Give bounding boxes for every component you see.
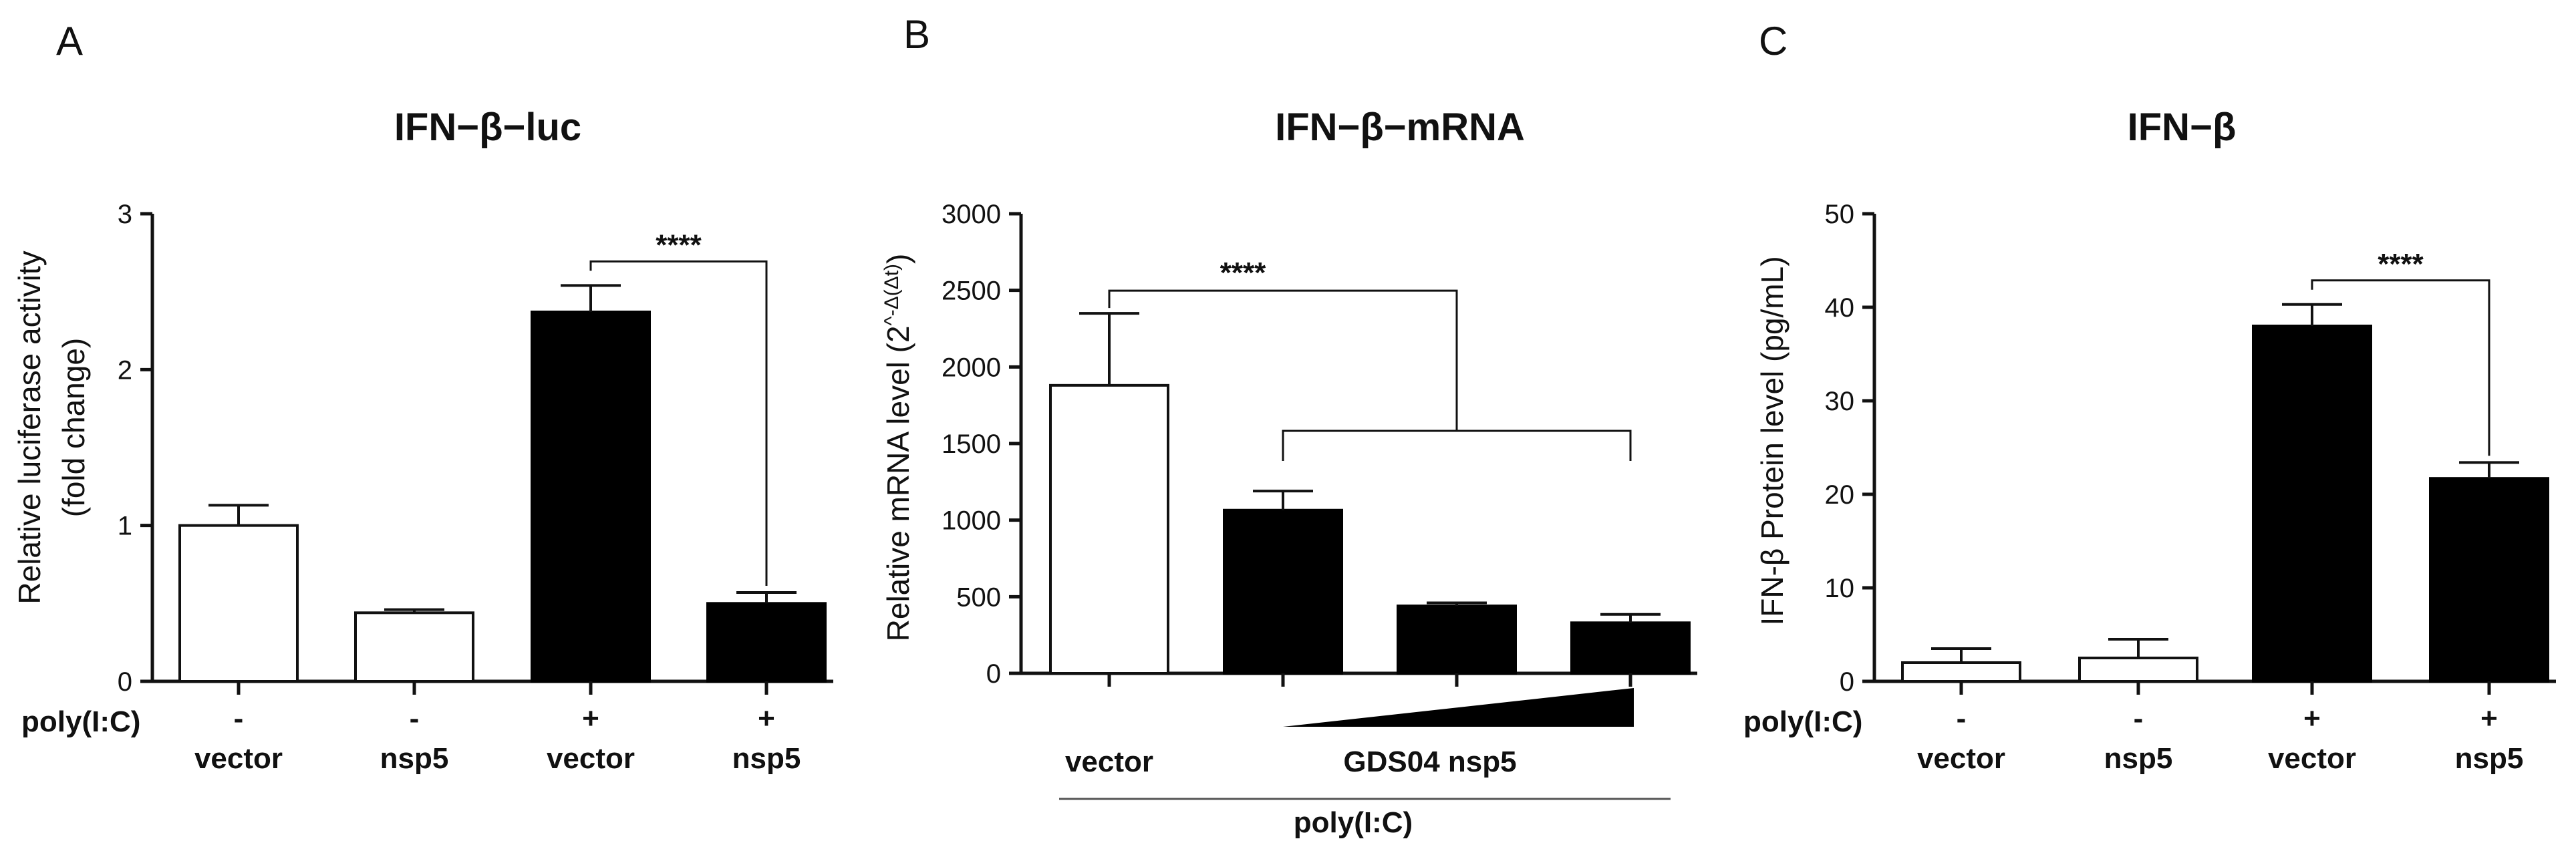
chart-b-label-vector: vector [1065, 745, 1153, 778]
chart-a: 0 1 2 3 poly(I:C) - vector - nsp5 + vector + nsp5 ***… [21, 200, 833, 775]
chart-a-bar [706, 602, 827, 683]
chart-b-ylabel-close: ) [881, 254, 915, 264]
chart-c-y-tick-label: 10 [1825, 574, 1855, 603]
chart-a-title: IFN−β−luc [394, 106, 581, 149]
chart-c-title: IFN−β [2128, 106, 2237, 149]
panel-letter-b: B [903, 12, 930, 57]
chart-a-bar [531, 311, 651, 683]
chart-a-row-label: poly(I:C) [21, 705, 140, 738]
chart-b-y-tick-label: 1500 [942, 430, 1001, 459]
chart-a-bar [354, 611, 474, 683]
chart-c-ylabel: IFN-β Protein level (pg/mL) [1755, 256, 1790, 625]
chart-c-bar [2078, 657, 2198, 683]
chart-c-category-label: vector [1917, 742, 2005, 775]
chart-c-y-tick-label: 50 [1825, 200, 1855, 229]
chart-b-group-bracket [1282, 430, 1632, 461]
chart-a-category-label: nsp5 [380, 742, 449, 775]
chart-b-significance-label: **** [1220, 257, 1266, 289]
chart-b-ylabel-sup: ^-Δ(Δt) [881, 264, 903, 325]
chart-a-category-label: vector [547, 742, 635, 775]
chart-c-row-label: poly(I:C) [1743, 705, 1862, 738]
chart-b-bar [1570, 621, 1691, 675]
chart-c-sign-label: - [1957, 702, 1967, 735]
chart-a-y-tick-label: 0 [118, 667, 132, 697]
chart-c-sign-label: + [2480, 702, 2498, 735]
chart-c-bar [1901, 661, 2021, 683]
chart-a-category-label: nsp5 [732, 742, 801, 775]
chart-b-ylabel: Relative mRNA level (2^-Δ(Δt)) [881, 254, 915, 642]
chart-a-sign-label: + [758, 702, 775, 735]
chart-a-sign-label: - [234, 702, 244, 735]
chart-a-ylabel-line1: Relative luciferase activity [12, 250, 47, 604]
chart-c-y-tick-label: 40 [1825, 293, 1855, 323]
chart-a-ylabel-line2: (fold change) [56, 338, 91, 518]
chart-c-category-label: nsp5 [2455, 742, 2524, 775]
chart-b-significance-bracket [1108, 289, 1458, 431]
chart-b-y-tick-label: 1000 [942, 506, 1001, 536]
chart-b-y-tick-label: 2000 [942, 353, 1001, 382]
panel-letter-a: A [56, 19, 83, 63]
chart-b-label-group: GDS04 nsp5 [1343, 745, 1516, 778]
chart-c-y-tick-label: 30 [1825, 387, 1855, 416]
chart-c-significance-label: **** [2378, 248, 2424, 281]
chart-a-y-tick-label: 1 [118, 512, 132, 541]
chart-a-bar [178, 524, 299, 683]
chart-a-sign-label: + [582, 702, 599, 735]
chart-a-y-tick-label: 2 [118, 355, 132, 385]
chart-a-y-tick-label: 3 [118, 200, 132, 229]
chart-b-title: IFN−β−mRNA [1275, 106, 1525, 149]
chart-c-sign-label: - [2134, 702, 2144, 735]
chart-a-significance-bracket [589, 260, 768, 586]
chart-a-sign-label: - [410, 702, 420, 735]
chart-b: 0 500 1000 1500 2000 2500 3000 **** [942, 200, 1697, 689]
panel-letter-c: C [1759, 19, 1787, 63]
chart-c-significance-bracket [2311, 279, 2490, 456]
chart-b-label-treatment: poly(I:C) [1294, 806, 1413, 839]
chart-c-category-label: vector [2268, 742, 2356, 775]
chart-b-dose-wedge [1283, 688, 1634, 727]
chart-b-bar [1223, 508, 1343, 675]
chart-a-category-label: vector [194, 742, 283, 775]
chart-b-y-tick-label: 2500 [942, 277, 1001, 306]
chart-b-y-tick-label: 500 [956, 582, 1001, 612]
chart-b-y-tick-label: 3000 [942, 200, 1001, 229]
chart-c-y-tick-label: 20 [1825, 480, 1855, 510]
chart-a-significance-label: **** [656, 228, 702, 261]
chart-b-bar [1397, 605, 1517, 675]
chart-c-category-label: nsp5 [2104, 742, 2173, 775]
chart-c-sign-label: + [2303, 702, 2321, 735]
chart-c: 0 10 20 30 40 50 poly(I:C) - vector - nsp5 + vector +… [1743, 200, 2556, 775]
chart-b-y-tick-label: 0 [986, 659, 1001, 689]
chart-b-ylabel-main: Relative mRNA level (2 [881, 325, 915, 641]
chart-c-bar [2252, 325, 2372, 683]
chart-b-bar [1049, 383, 1169, 675]
chart-c-y-tick-label: 0 [1840, 667, 1854, 697]
chart-c-bar [2429, 477, 2549, 683]
